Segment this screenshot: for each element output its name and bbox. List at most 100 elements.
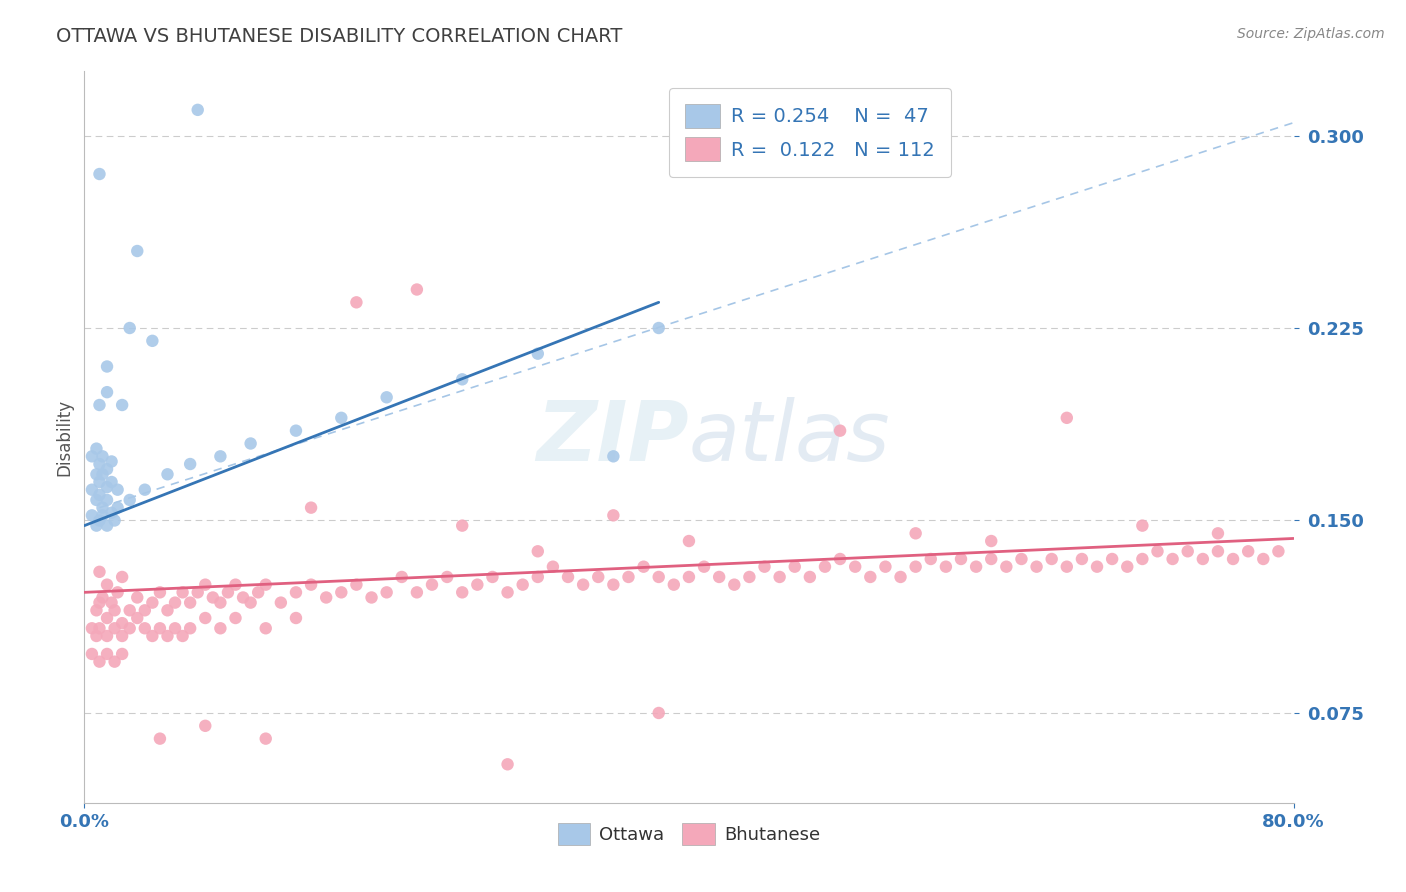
Text: Source: ZipAtlas.com: Source: ZipAtlas.com	[1237, 27, 1385, 41]
Legend: Ottawa, Bhutanese: Ottawa, Bhutanese	[551, 816, 827, 852]
Point	[209, 450, 232, 464]
Point	[225, 577, 247, 591]
Point	[814, 559, 837, 574]
Point	[1130, 518, 1153, 533]
Point	[80, 621, 103, 635]
Point	[225, 611, 247, 625]
Point	[451, 585, 474, 599]
Point	[1161, 552, 1184, 566]
Point	[541, 559, 564, 574]
Point	[118, 321, 141, 335]
Point	[406, 585, 429, 599]
Point	[239, 436, 262, 450]
Point	[1222, 552, 1244, 566]
Point	[648, 321, 671, 335]
Point	[496, 757, 519, 772]
Point	[80, 450, 103, 464]
Point	[89, 621, 111, 635]
Point	[209, 596, 232, 610]
Point	[156, 629, 179, 643]
Point	[315, 591, 337, 605]
Point	[270, 596, 292, 610]
Point	[1206, 526, 1229, 541]
Point	[127, 611, 149, 625]
Point	[89, 398, 111, 412]
Point	[96, 359, 118, 374]
Point	[89, 596, 111, 610]
Point	[86, 603, 108, 617]
Point	[111, 570, 134, 584]
Point	[100, 454, 122, 468]
Point	[80, 647, 103, 661]
Point	[96, 385, 118, 400]
Point	[194, 719, 217, 733]
Point	[678, 570, 700, 584]
Point	[111, 398, 134, 412]
Point	[375, 585, 398, 599]
Point	[299, 577, 322, 591]
Point	[346, 577, 368, 591]
Point	[1101, 552, 1123, 566]
Text: OTTAWA VS BHUTANESE DISABILITY CORRELATION CHART: OTTAWA VS BHUTANESE DISABILITY CORRELATI…	[56, 27, 623, 45]
Point	[360, 591, 382, 605]
Point	[995, 559, 1018, 574]
Point	[875, 559, 897, 574]
Point	[904, 526, 927, 541]
Point	[451, 372, 474, 386]
Point	[890, 570, 912, 584]
Point	[80, 483, 103, 497]
Point	[111, 616, 134, 631]
Point	[96, 518, 118, 533]
Point	[920, 552, 942, 566]
Point	[89, 488, 111, 502]
Text: ZIP: ZIP	[536, 397, 689, 477]
Point	[285, 611, 308, 625]
Point	[156, 467, 179, 482]
Point	[662, 577, 685, 591]
Point	[572, 577, 595, 591]
Point	[91, 450, 114, 464]
Point	[830, 424, 852, 438]
Point	[527, 346, 550, 360]
Point	[678, 534, 700, 549]
Point	[1237, 544, 1260, 558]
Point	[104, 514, 127, 528]
Point	[156, 603, 179, 617]
Point	[89, 457, 111, 471]
Point	[950, 552, 973, 566]
Point	[96, 629, 118, 643]
Point	[844, 559, 866, 574]
Point	[1192, 552, 1215, 566]
Point	[165, 621, 187, 635]
Point	[134, 483, 156, 497]
Point	[436, 570, 458, 584]
Point	[783, 559, 806, 574]
Point	[104, 621, 127, 635]
Point	[588, 570, 610, 584]
Point	[149, 731, 172, 746]
Point	[86, 518, 108, 533]
Point	[904, 559, 927, 574]
Point	[247, 585, 270, 599]
Point	[141, 596, 163, 610]
Point	[127, 244, 149, 258]
Point	[149, 585, 172, 599]
Point	[201, 591, 224, 605]
Point	[330, 585, 353, 599]
Point	[100, 506, 122, 520]
Point	[481, 570, 503, 584]
Point	[935, 559, 957, 574]
Point	[89, 565, 111, 579]
Point	[127, 591, 149, 605]
Point	[118, 621, 141, 635]
Point	[1085, 559, 1108, 574]
Point	[187, 103, 209, 117]
Point	[980, 552, 1002, 566]
Point	[467, 577, 489, 591]
Point	[557, 570, 579, 584]
Point	[1056, 410, 1078, 425]
Point	[80, 508, 103, 523]
Point	[451, 518, 474, 533]
Point	[111, 647, 134, 661]
Point	[602, 450, 624, 464]
